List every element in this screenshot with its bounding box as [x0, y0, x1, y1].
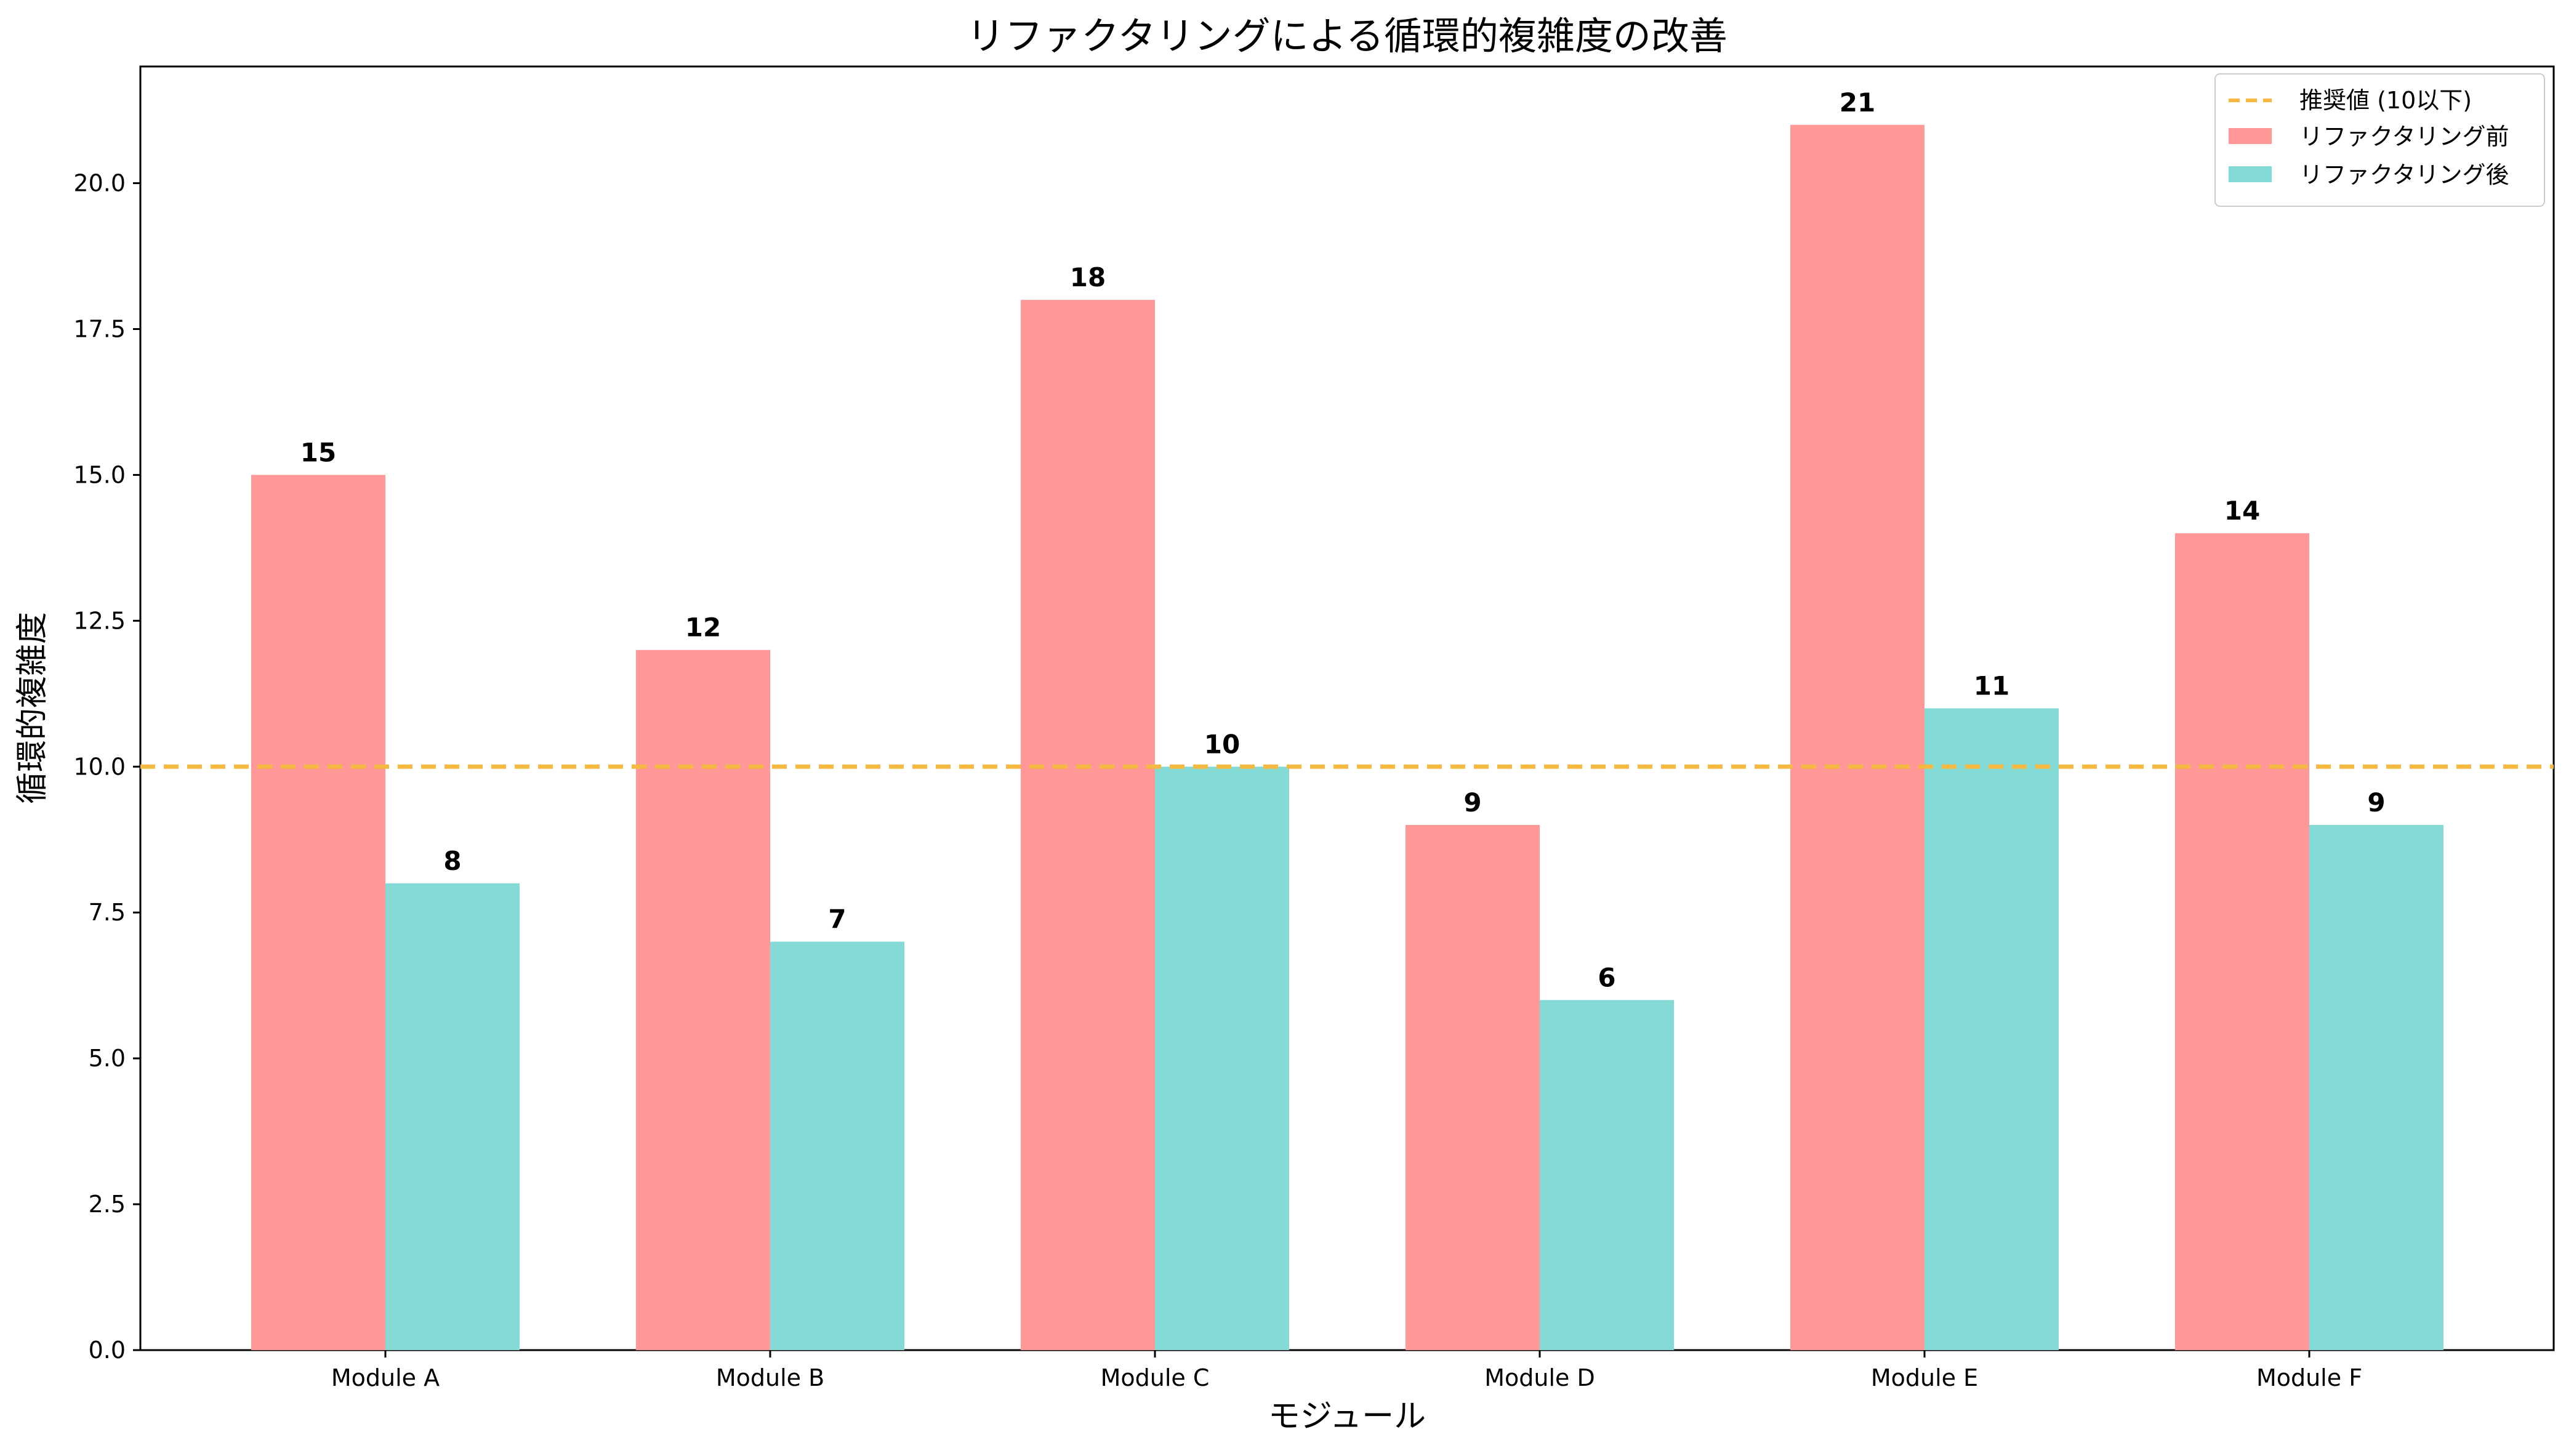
legend-swatch-before [2229, 128, 2272, 144]
x-axis-title: モジュール [1268, 1398, 1426, 1435]
bars-layer [251, 124, 2443, 1351]
x-axis: Module A Module B Module C Module D Module E… [331, 1350, 2362, 1391]
data-labels-layer: 15 8 12 7 18 10 9 6 21 11 14 9 [300, 87, 2386, 993]
legend: 推奨値 (10以下) リファクタリング前 リファクタリング後 [2214, 73, 2545, 207]
data-label-before-6: 14 [2224, 496, 2260, 526]
data-label-before-1: 15 [300, 437, 336, 467]
y-tick-label-3: 5.0 [89, 1045, 126, 1072]
data-label-after-5: 11 [1974, 671, 2009, 701]
data-label-before-3: 18 [1070, 262, 1106, 292]
y-axis-title: 循環的複雑度 [14, 612, 51, 804]
x-tick-label-5: Module E [1871, 1364, 1978, 1391]
x-tick-label-1: Module A [331, 1364, 440, 1391]
legend-label-before: リファクタリング前 [2299, 123, 2509, 150]
y-tick-label-6: 12.5 [73, 607, 126, 634]
y-tick-label-4: 7.5 [89, 899, 126, 926]
bar-after-3 [1155, 766, 1289, 1350]
plot-area-frame [139, 65, 2555, 1351]
legend-box [2214, 73, 2545, 207]
bar-after-1 [385, 883, 520, 1350]
x-tick-label-6: Module F [2256, 1364, 2362, 1391]
legend-label-after: リファクタリング後 [2299, 161, 2509, 188]
x-tick-label-4: Module D [1484, 1364, 1595, 1391]
data-label-before-2: 12 [685, 613, 721, 643]
bar-after-2 [770, 941, 904, 1350]
bar-after-4 [1540, 1000, 1674, 1350]
data-label-before-4: 9 [1463, 787, 1481, 818]
data-label-after-4: 6 [1598, 962, 1615, 992]
data-label-after-1: 8 [443, 846, 461, 876]
bar-after-6 [2309, 825, 2443, 1350]
x-tick-label-3: Module C [1101, 1364, 1210, 1391]
legend-swatch-after [2229, 166, 2272, 182]
bar-before-2 [636, 650, 770, 1350]
bar-after-5 [1925, 708, 2059, 1350]
x-tick-label-2: Module B [716, 1364, 824, 1391]
y-tick-label-9: 20.0 [73, 170, 126, 197]
bar-before-1 [251, 475, 385, 1350]
y-tick-label-1: 0.0 [89, 1337, 126, 1364]
legend-label-reference-line: 推奨値 (10以下) [2299, 87, 2472, 114]
y-tick-label-8: 17.5 [73, 315, 126, 342]
data-label-after-2: 7 [828, 904, 846, 935]
data-label-before-5: 21 [1840, 87, 1875, 118]
bar-before-3 [1021, 300, 1155, 1350]
bar-before-4 [1406, 825, 1540, 1350]
y-tick-label-7: 15.0 [73, 461, 126, 488]
bar-before-6 [2175, 533, 2309, 1350]
y-tick-label-2: 2.5 [89, 1191, 126, 1218]
data-label-after-6: 9 [2367, 787, 2385, 818]
bar-before-5 [1790, 124, 1925, 1351]
chart-title: リファクタリングによる循環的複雑度の改善 [967, 14, 1727, 58]
y-axis: 0.0 2.5 5.0 7.5 10.0 12.5 15.0 17.5 20.0 [73, 170, 140, 1364]
y-tick-label-5: 10.0 [73, 753, 126, 780]
data-label-after-3: 10 [1204, 729, 1240, 759]
